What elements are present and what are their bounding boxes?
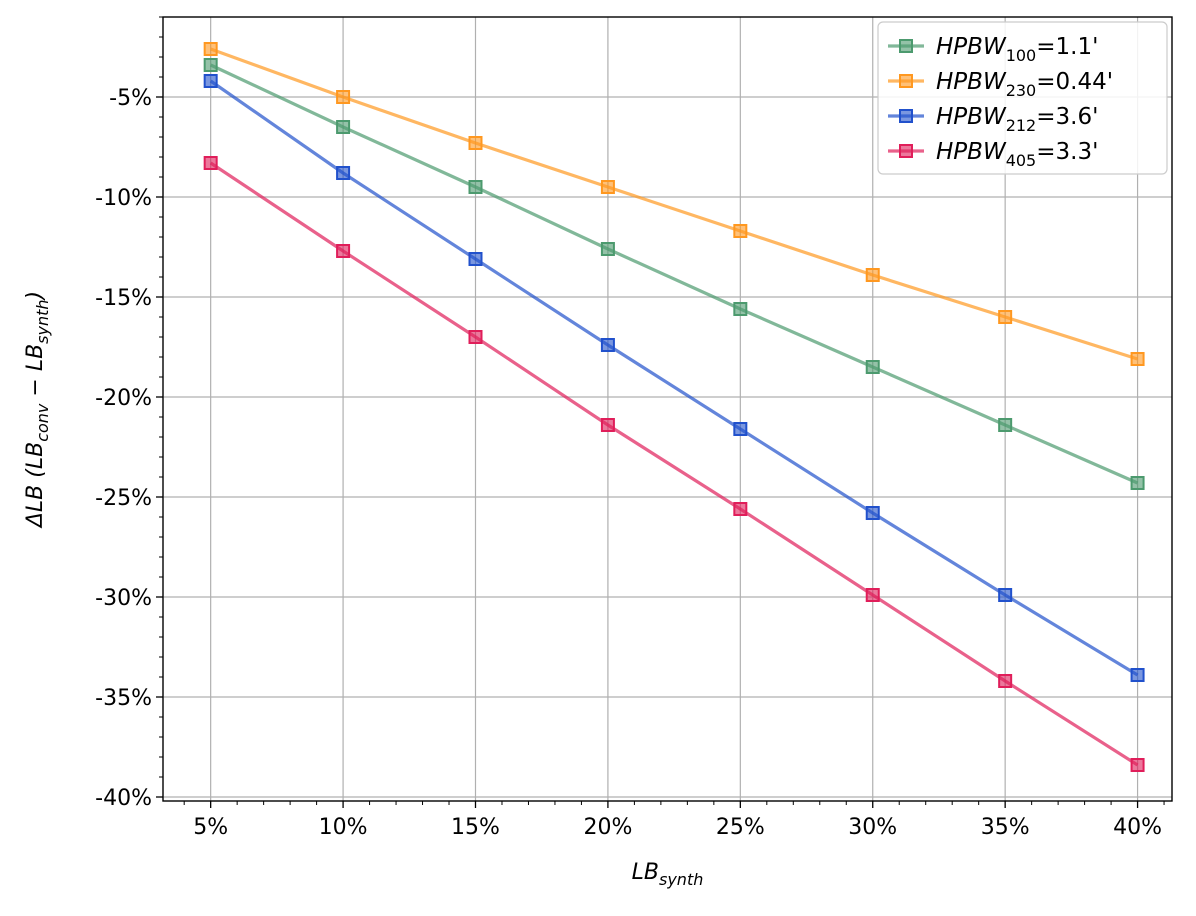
legend-swatch-marker — [899, 74, 913, 88]
y-tick-label: -10% — [95, 186, 152, 211]
data-point — [733, 502, 748, 516]
data-point — [865, 360, 880, 374]
x-tick-label: 5% — [193, 815, 228, 840]
data-point — [468, 180, 483, 194]
data-point — [865, 588, 880, 602]
data-point — [998, 674, 1013, 688]
plot-frame — [162, 16, 1173, 802]
data-point — [600, 242, 615, 256]
data-point — [600, 338, 615, 352]
data-point — [733, 422, 748, 436]
legend-swatch-marker — [899, 109, 913, 123]
data-point — [1130, 668, 1145, 682]
series-line — [209, 79, 1139, 677]
x-tick-label: 20% — [583, 815, 632, 840]
data-point — [336, 166, 351, 180]
data-point — [865, 268, 880, 282]
y-tick-label: -15% — [95, 286, 152, 311]
x-tick-label: 25% — [716, 815, 765, 840]
series-line — [209, 161, 1139, 767]
data-point — [600, 180, 615, 194]
x-axis-title: LBsynth — [632, 860, 704, 889]
series-212 — [203, 74, 1145, 682]
x-tick-label: 30% — [848, 815, 897, 840]
legend-box — [877, 21, 1168, 175]
data-point — [203, 156, 218, 170]
data-point — [600, 418, 615, 432]
legend-item: HPBW100=1.1' — [888, 34, 1098, 65]
data-point — [336, 244, 351, 258]
y-axis-title: ΔLB (LBconv − LBsynth) — [23, 291, 52, 529]
series-layer — [203, 42, 1145, 772]
x-tick-label: 40% — [1113, 815, 1162, 840]
data-point — [203, 42, 218, 56]
data-point — [468, 330, 483, 344]
legend-label: HPBW100=1.1' — [936, 34, 1098, 65]
x-tick-label: 10% — [319, 815, 368, 840]
axes: 5% 10% 15% 20% 25% 30% 35% 40% -5% -10% -15% -20% -2… — [23, 16, 1165, 889]
data-point — [733, 224, 748, 238]
series-405 — [203, 156, 1145, 772]
y-tick-label: -40% — [95, 786, 152, 811]
series-100 — [203, 58, 1145, 490]
series-line — [209, 63, 1139, 485]
legend-swatch-marker — [899, 39, 913, 53]
legend-label: HPBW212=3.6' — [936, 104, 1098, 135]
data-point — [998, 588, 1013, 602]
series-line — [210, 47, 1139, 361]
legend-label: HPBW230=0.44' — [936, 69, 1113, 100]
legend-swatch-marker — [899, 144, 913, 158]
data-point — [1130, 476, 1145, 490]
data-point — [203, 58, 218, 72]
data-point — [1130, 758, 1145, 772]
data-point — [865, 506, 880, 520]
data-point — [998, 310, 1013, 324]
data-point — [1130, 352, 1145, 366]
legend-item: HPBW230=0.44' — [888, 69, 1113, 100]
y-tick-label: -30% — [95, 586, 152, 611]
y-tick-label: -25% — [95, 486, 152, 511]
data-point — [468, 252, 483, 266]
data-point — [336, 90, 351, 104]
data-point — [203, 74, 218, 88]
data-point — [733, 302, 748, 316]
y-tick-label: -20% — [95, 386, 152, 411]
legend-item: HPBW405=3.3' — [888, 139, 1098, 170]
legend-item: HPBW212=3.6' — [888, 104, 1098, 135]
data-point — [468, 136, 483, 150]
x-tick-label: 35% — [981, 815, 1030, 840]
x-tick-label: 15% — [451, 815, 500, 840]
legend-label: HPBW405=3.3' — [936, 139, 1098, 170]
data-point — [998, 418, 1013, 432]
legend: HPBW100=1.1' HPBW230=0.44' HPBW212=3.6' HPB… — [877, 21, 1168, 175]
y-tick-label: -5% — [109, 86, 152, 111]
y-tick-label: -35% — [95, 686, 152, 711]
data-point — [336, 120, 351, 134]
series-230 — [203, 42, 1145, 366]
